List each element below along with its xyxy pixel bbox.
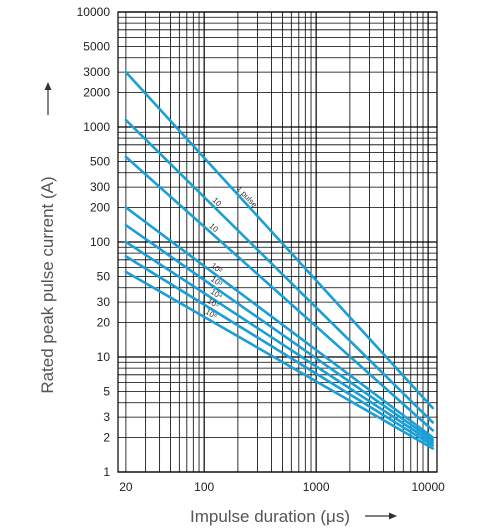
series-line <box>124 70 435 410</box>
y-tick-label: 2000 <box>83 85 110 99</box>
y-tick-label: 20 <box>97 315 111 329</box>
x-axis-arrow <box>365 512 397 520</box>
y-tick-label: 3000 <box>83 65 110 79</box>
y-tick-label: 200 <box>90 200 110 214</box>
y-tick-label: 1000 <box>83 120 110 134</box>
y-axis-title: Rated peak pulse current (A) <box>38 176 57 393</box>
y-tick-label: 5 <box>103 385 110 399</box>
y-tick-label: 3 <box>103 410 110 424</box>
y-tick-label: 50 <box>97 270 111 284</box>
series-line <box>124 206 435 439</box>
x-tick-label: 1000 <box>303 480 330 494</box>
series-line <box>124 155 435 432</box>
x-tick-label: 20 <box>119 480 133 494</box>
y-tick-label: 30 <box>97 295 111 309</box>
y-tick-label: 500 <box>90 155 110 169</box>
series-lines <box>124 70 435 450</box>
y-tick-label: 5000 <box>83 40 110 54</box>
x-tick-label: 100 <box>194 480 214 494</box>
series-line <box>124 118 435 424</box>
grid <box>118 11 437 473</box>
y-tick-label: 300 <box>90 180 110 194</box>
y-axis-arrow <box>44 82 52 115</box>
y-tick-label: 2 <box>103 430 110 444</box>
y-tick-label: 100 <box>90 235 110 249</box>
series-line <box>124 255 435 447</box>
x-tick-label: 10000 <box>411 480 445 494</box>
plot-frame <box>117 11 438 473</box>
x-axis-title: Impulse duration (μs) <box>190 507 350 526</box>
y-tick-label: 10000 <box>77 5 111 19</box>
y-tick-label: 10 <box>97 350 111 364</box>
tick-labels: 1 2 3 5 10 20 30 50 100 200 300 500 1000 2000 3000 5000… <box>77 5 446 494</box>
series-line <box>124 270 435 450</box>
curve-label: 10² <box>209 261 224 275</box>
series-line <box>124 240 435 444</box>
series-line <box>124 223 435 442</box>
y-tick-label: 1 <box>103 465 110 479</box>
